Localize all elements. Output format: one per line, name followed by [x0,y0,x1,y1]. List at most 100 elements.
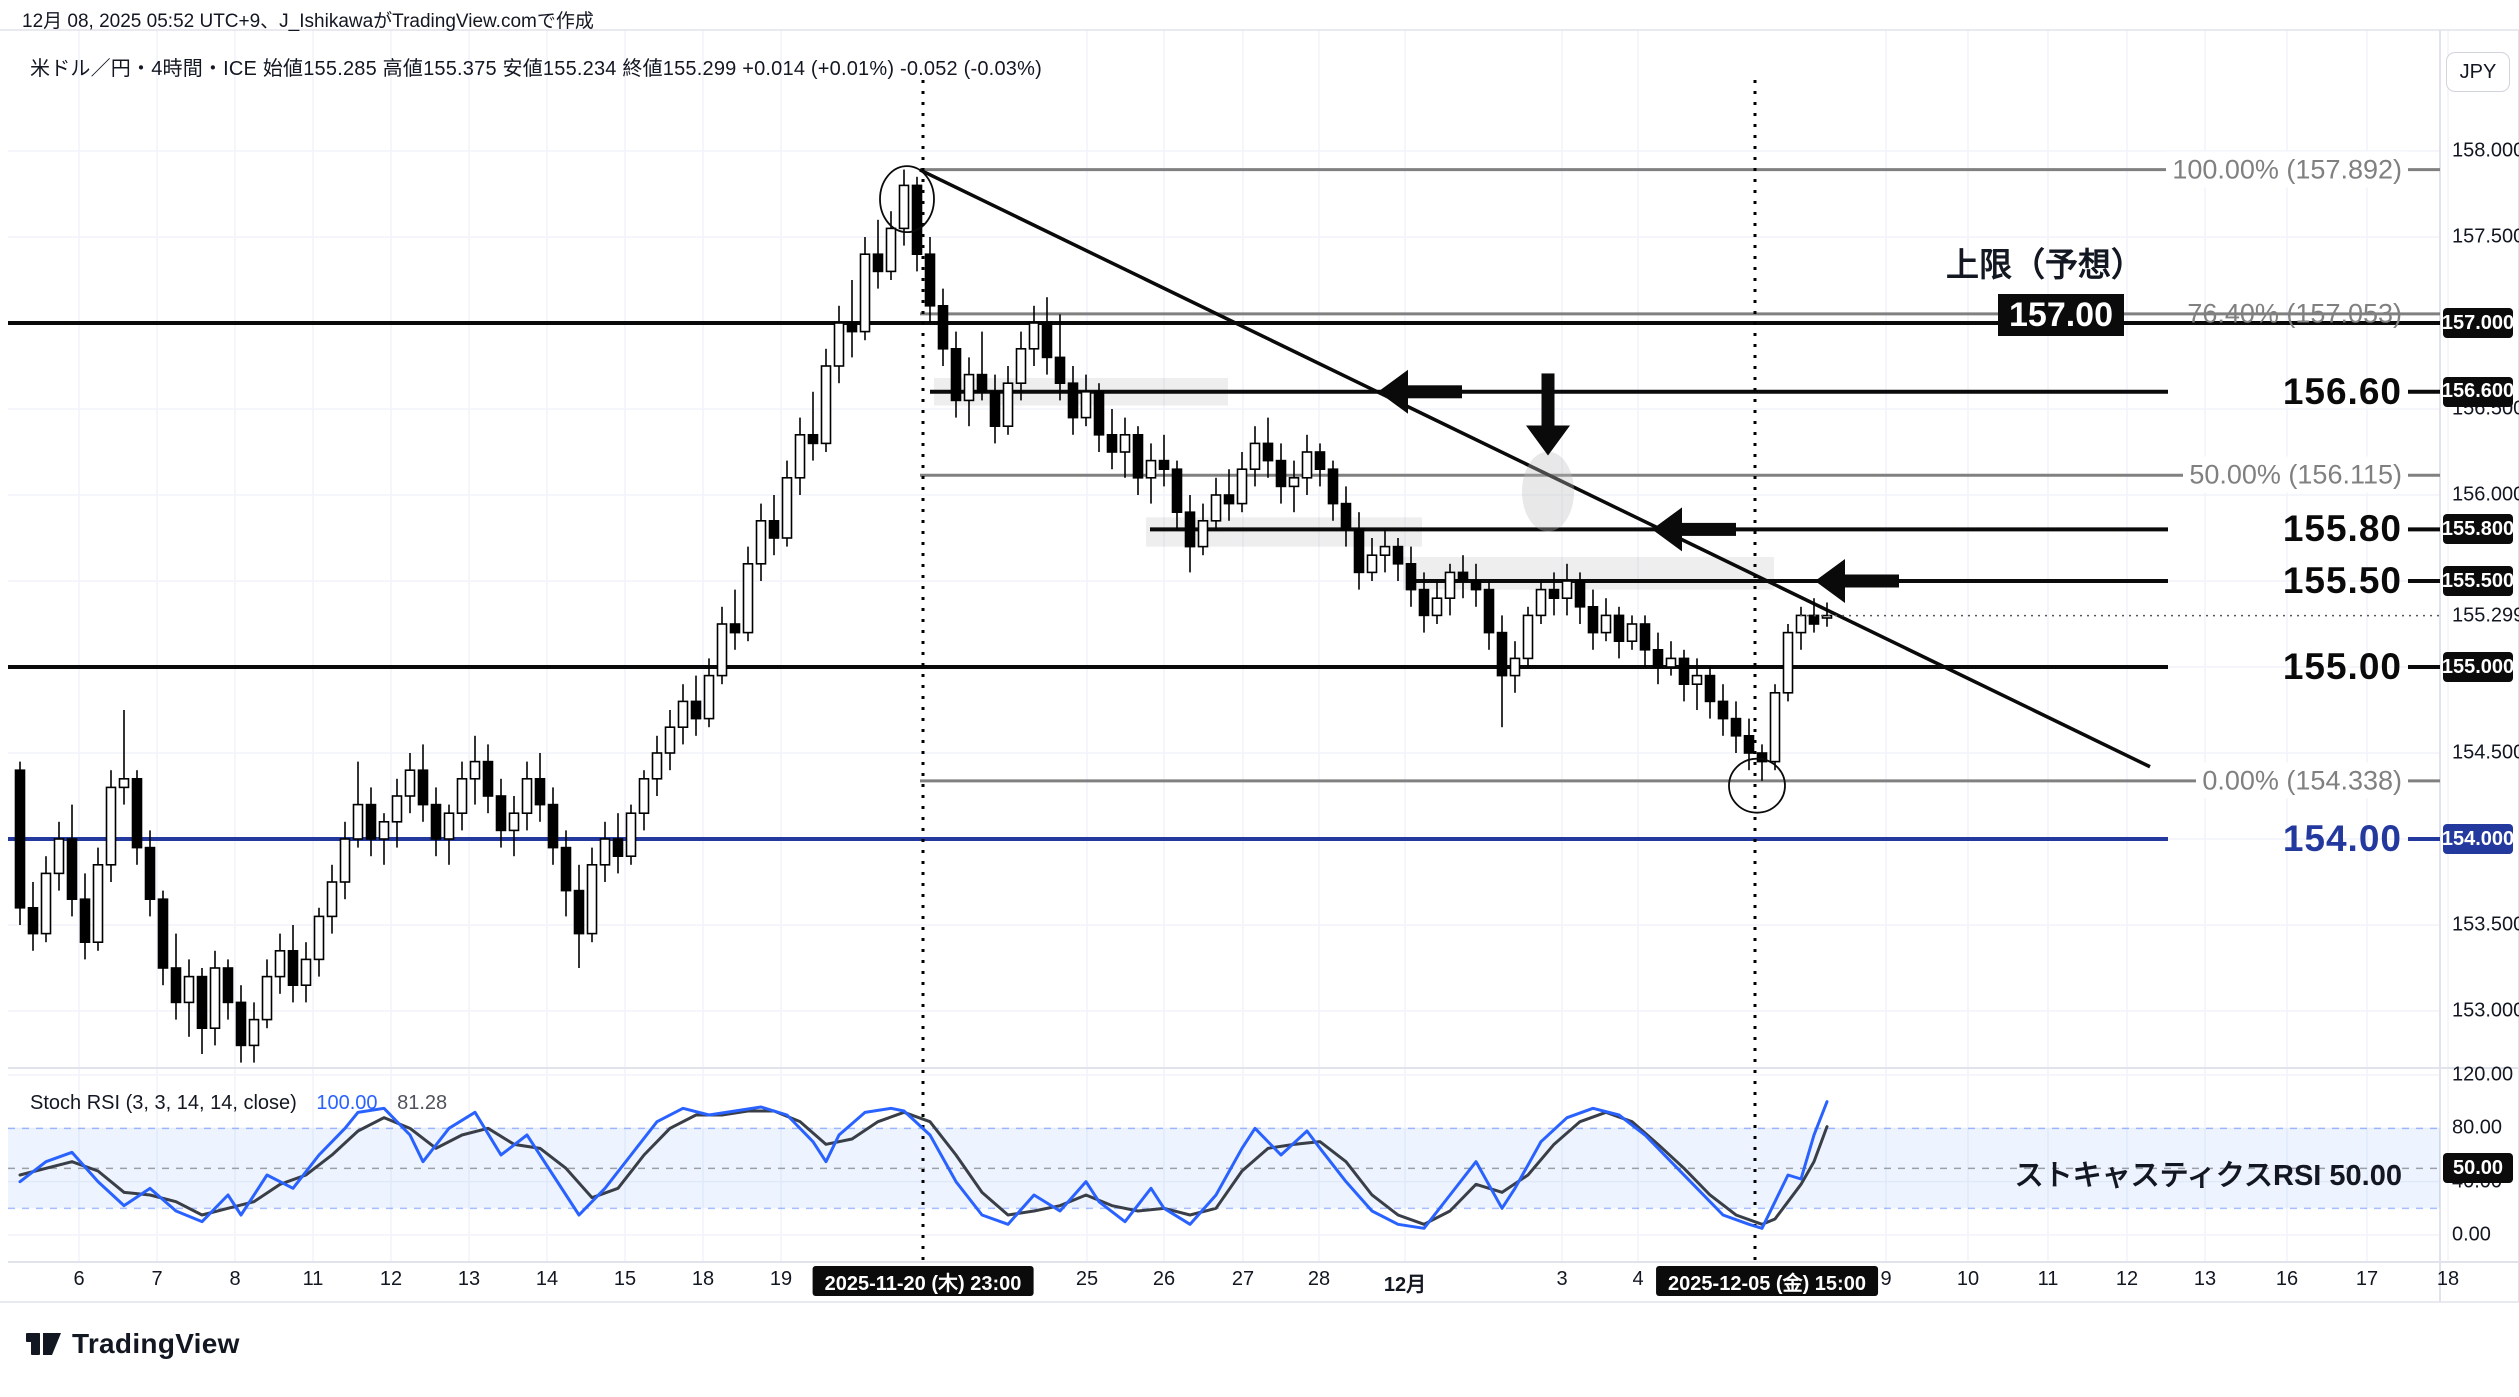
price-level-tag: 156.600 [2442,376,2514,407]
candle-body [963,373,975,402]
indicator-title: Stoch RSI (3, 3, 14, 14, close) [30,1092,297,1114]
candle-body [885,227,897,273]
stoch-level-tag: 50.00 [2443,1153,2513,1184]
left-arrow-icon [1652,507,1682,552]
candle-body [1093,390,1105,436]
fib-level-label[interactable]: 100.00% (157.892) [2070,151,2408,188]
level-price-label[interactable]: 156.60 [2282,370,2402,412]
candle-body [833,322,845,367]
candle-body [1366,554,1378,574]
date-label: 3 [1556,1268,1568,1290]
candle-body [1288,476,1300,488]
candle-body [1522,614,1534,660]
candle-body [560,846,572,892]
candle-body [1145,459,1157,479]
candle-body [1184,511,1196,548]
candle-body [1392,545,1404,565]
date-label: 16 [2275,1268,2299,1290]
candle-body [1301,451,1313,479]
candle-body [482,760,494,797]
candle-body [989,390,1001,427]
candle-body [1665,657,1677,668]
date-label: 11 [2037,1268,2059,1290]
down-arrow-icon [1526,425,1570,456]
level-price-label[interactable]: 155.80 [2282,508,2402,550]
candle-body [1249,442,1261,470]
candle-body [976,373,988,393]
indicator-legend[interactable]: Stoch RSI (3, 3, 14, 14, close) 100.00 8… [30,1092,447,1115]
candle-body [937,304,949,350]
candle-body [131,777,143,849]
symbol-ohlc-line[interactable]: 米ドル／円・4時間・ICE 始値155.285 高値155.375 安値155.… [30,58,1042,80]
candle-body [729,623,741,634]
candle-body [1106,433,1118,453]
date-label: 28 [1307,1268,1331,1290]
date-label: 13 [2193,1268,2217,1290]
date-label: 4 [1632,1268,1644,1290]
level-price-label[interactable]: 155.00 [2282,646,2402,687]
candle-body [352,803,364,840]
candle-body [586,863,598,935]
candle-body [1418,588,1430,617]
candle-body [469,760,481,780]
candle-body [521,777,533,814]
fib-level-label[interactable]: 50.00% (156.115) [2070,456,2408,493]
date-label: 25 [1075,1268,1099,1290]
candle-body [794,433,806,479]
candle-body [1054,356,1066,384]
down-arrow-shaft [1541,373,1555,430]
candle-body [1730,717,1742,737]
date-label: 13 [457,1268,481,1290]
candle-body [53,838,65,875]
candle-body [1652,648,1664,668]
candle-body [1626,623,1638,643]
date-label: 8 [229,1268,241,1290]
candle-body [326,881,338,918]
candle-body [1262,442,1274,462]
candle-body [1171,468,1183,514]
candle-body [1353,528,1365,574]
descending-trendline [919,168,2151,769]
date-label: 17 [2355,1268,2379,1290]
tradingview-logo[interactable]: TradingView [26,1328,240,1360]
candle-body [1561,580,1573,600]
candle-body [1470,580,1482,591]
fib-level-text: 100.00% (157.892) [2166,151,2408,188]
candle-body [508,812,520,832]
fib-level-label[interactable]: 76.40% (157.053) [2070,298,2408,329]
candle-body [365,803,377,840]
level-price-label[interactable]: 154.00 [2282,818,2402,859]
candle-body [196,975,208,1029]
date-label: 19 [769,1268,793,1290]
candle-body [924,253,936,307]
candle-body [118,777,130,789]
candle-body [92,863,104,943]
candle-body [1574,580,1586,608]
date-label: 14 [535,1268,559,1290]
tradingview-logo-icon [26,1333,61,1355]
candle-body [1080,390,1092,419]
fib-level-label[interactable]: 0.00% (154.338) [2070,762,2408,799]
candle-body [781,476,793,539]
candle-body [66,838,78,901]
date-label: 27 [1231,1268,1255,1290]
candle-body [300,958,312,987]
price-level-tag: 155.800 [2442,514,2514,545]
currency-toggle-button[interactable]: JPY [2446,52,2510,92]
last-price-label: 155.299 [2452,604,2519,627]
candle-body [144,846,156,900]
price-level-tag: 155.000 [2442,652,2514,682]
candle-body [1795,614,1807,634]
candle-body [651,752,663,780]
candle-body [27,906,39,935]
candle-body [846,322,858,333]
level-price-label[interactable]: 155.50 [2282,560,2402,601]
stoch-rsi-annotation: ストキャスティクスRSI 50.00 [2014,1160,2402,1192]
candle-body [872,253,884,273]
candle-body [404,769,416,797]
candle-body [1756,752,1768,763]
candle-body [1444,571,1456,600]
candle-body [625,812,637,858]
candle-body [742,562,754,634]
